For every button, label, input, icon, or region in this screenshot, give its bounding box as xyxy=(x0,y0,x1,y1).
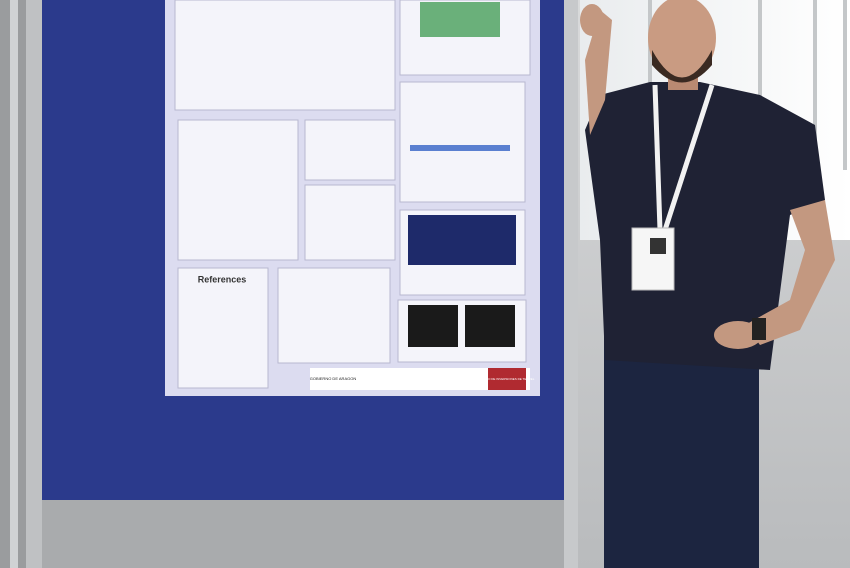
logo-box xyxy=(488,368,526,390)
hand xyxy=(714,321,762,349)
lanyard xyxy=(652,84,715,231)
arm xyxy=(585,10,612,135)
poster-figure xyxy=(408,215,516,265)
poster-heading: References xyxy=(198,274,247,284)
hand xyxy=(580,4,604,36)
watch xyxy=(752,318,766,340)
poster-figure xyxy=(420,2,500,37)
poster-figure xyxy=(465,305,515,347)
board-frame xyxy=(42,500,578,568)
logo: GOBIERNO DE ARAGON xyxy=(310,376,357,381)
logo-strip xyxy=(310,368,530,390)
arm xyxy=(745,200,835,345)
pole xyxy=(10,0,18,568)
poster-figure xyxy=(408,305,458,347)
board-pole xyxy=(564,0,578,568)
badge xyxy=(631,227,675,291)
beard xyxy=(652,50,712,83)
badge-code xyxy=(650,238,666,254)
logo: FONDO DE INVERSIONES DE TERUEL xyxy=(480,377,535,381)
shirt xyxy=(585,82,825,370)
poster-figure xyxy=(410,145,510,151)
head xyxy=(648,0,716,80)
board-pole xyxy=(26,0,42,568)
trousers xyxy=(604,330,759,568)
